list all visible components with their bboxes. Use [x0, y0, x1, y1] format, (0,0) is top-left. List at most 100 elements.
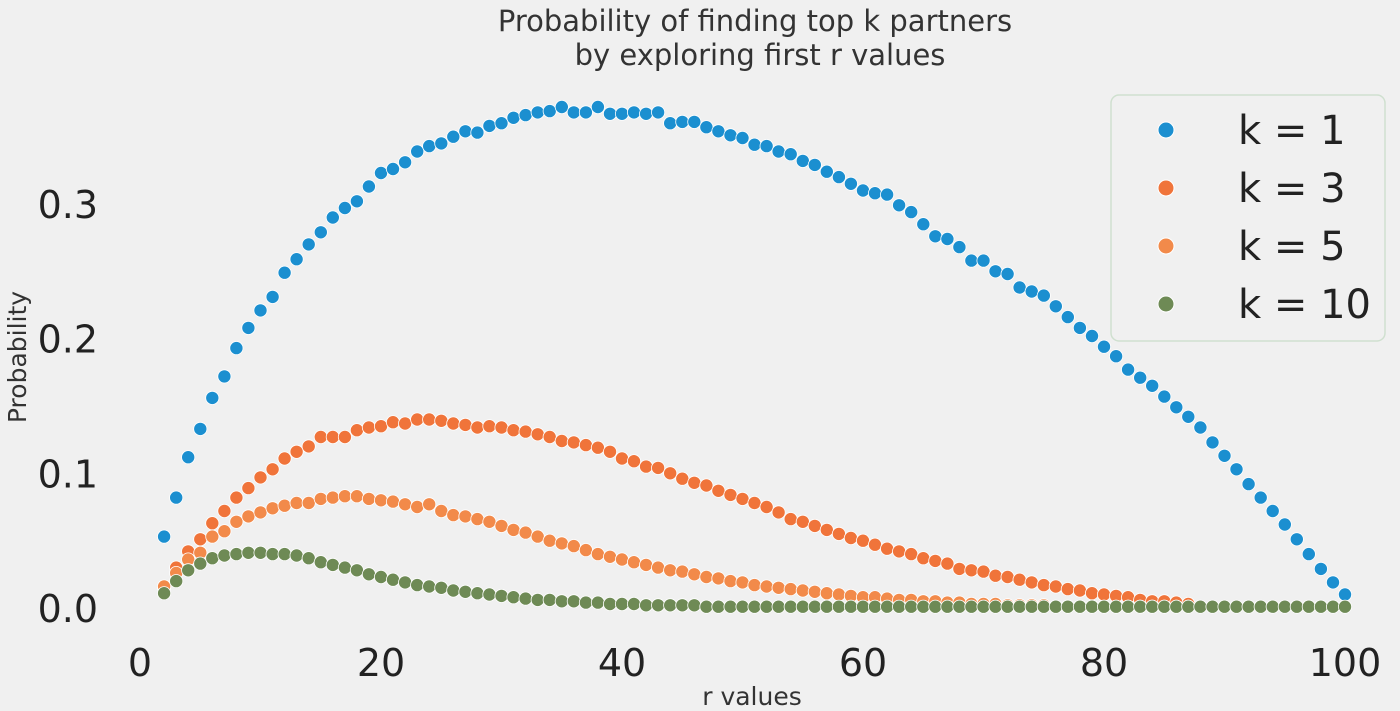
data-points: [157, 100, 1353, 614]
data-point: [868, 599, 883, 614]
data-point: [410, 144, 425, 159]
data-point: [205, 551, 220, 566]
data-point: [566, 105, 581, 120]
y-axis-ticks: 0.0 0.1 0.2 0.3: [38, 183, 98, 631]
data-point: [325, 557, 340, 572]
y-tick-label: 0.0: [38, 587, 98, 631]
data-point: [1217, 448, 1232, 463]
data-point: [1036, 578, 1051, 593]
data-point: [880, 187, 895, 202]
data-point: [277, 498, 292, 513]
data-point: [663, 563, 678, 578]
legend-marker: [1157, 179, 1175, 197]
data-point: [651, 598, 666, 613]
data-point: [892, 544, 907, 559]
data-point: [723, 599, 738, 614]
data-point: [976, 599, 991, 614]
data-point: [783, 147, 798, 162]
data-point: [229, 514, 244, 529]
data-point: [446, 583, 461, 598]
data-point: [253, 303, 268, 318]
data-point: [615, 106, 630, 121]
data-point: [1121, 362, 1136, 377]
data-point: [916, 551, 931, 566]
data-point: [518, 591, 533, 606]
data-point: [434, 413, 449, 428]
data-point: [940, 556, 955, 571]
data-point: [205, 516, 220, 531]
data-point: [313, 491, 328, 506]
data-point: [1193, 420, 1208, 435]
data-point: [590, 440, 605, 455]
data-point: [1313, 599, 1328, 614]
data-point: [747, 578, 762, 593]
data-point: [506, 110, 521, 125]
data-point: [639, 106, 654, 121]
data-point: [337, 489, 352, 504]
data-point: [1217, 599, 1232, 614]
data-point: [868, 186, 883, 201]
data-point: [639, 557, 654, 572]
data-point: [518, 424, 533, 439]
data-point: [1265, 599, 1280, 614]
data-point: [1072, 583, 1087, 598]
data-point: [639, 459, 654, 474]
data-point: [819, 164, 834, 179]
data-point: [1097, 587, 1112, 602]
series-1: [157, 100, 1353, 602]
data-point: [639, 598, 654, 613]
data-point: [627, 555, 642, 570]
data-point: [542, 429, 557, 444]
data-point: [759, 499, 774, 514]
data-point: [434, 503, 449, 518]
data-point: [265, 547, 280, 562]
data-point: [964, 599, 979, 614]
data-point: [337, 560, 352, 575]
data-point: [157, 586, 172, 601]
data-point: [783, 599, 798, 614]
data-point: [1205, 599, 1220, 614]
data-point: [1277, 599, 1292, 614]
data-point: [807, 584, 822, 599]
data-point: [747, 495, 762, 510]
data-point: [1253, 599, 1268, 614]
data-point: [747, 137, 762, 152]
data-point: [530, 427, 545, 442]
data-point: [482, 118, 497, 133]
data-point: [964, 253, 979, 268]
data-point: [458, 509, 473, 524]
data-point: [880, 599, 895, 614]
data-point: [169, 574, 184, 589]
x-tick-label: 20: [357, 641, 405, 685]
data-point: [1193, 599, 1208, 614]
x-axis-label: r values: [702, 682, 802, 711]
y-tick-label: 0.1: [38, 452, 98, 496]
data-point: [554, 433, 569, 448]
data-point: [771, 580, 786, 595]
data-point: [603, 549, 618, 564]
data-point: [771, 144, 786, 159]
data-point: [229, 547, 244, 562]
data-point: [542, 533, 557, 548]
data-point: [1000, 599, 1015, 614]
data-point: [277, 451, 292, 466]
data-point: [904, 599, 919, 614]
data-point: [868, 537, 883, 552]
data-point: [976, 564, 991, 579]
data-point: [1229, 462, 1244, 477]
data-point: [1133, 599, 1148, 614]
data-point: [1085, 328, 1100, 343]
data-point: [229, 490, 244, 505]
data-point: [783, 512, 798, 527]
data-point: [795, 514, 810, 529]
data-point: [843, 176, 858, 191]
legend-label: k = 10: [1238, 282, 1371, 328]
data-point: [253, 545, 268, 560]
data-point: [277, 547, 292, 562]
data-point: [1072, 320, 1087, 335]
data-point: [759, 599, 774, 614]
legend-marker: [1157, 121, 1175, 139]
data-point: [831, 599, 846, 614]
data-point: [590, 547, 605, 562]
data-point: [410, 499, 425, 514]
